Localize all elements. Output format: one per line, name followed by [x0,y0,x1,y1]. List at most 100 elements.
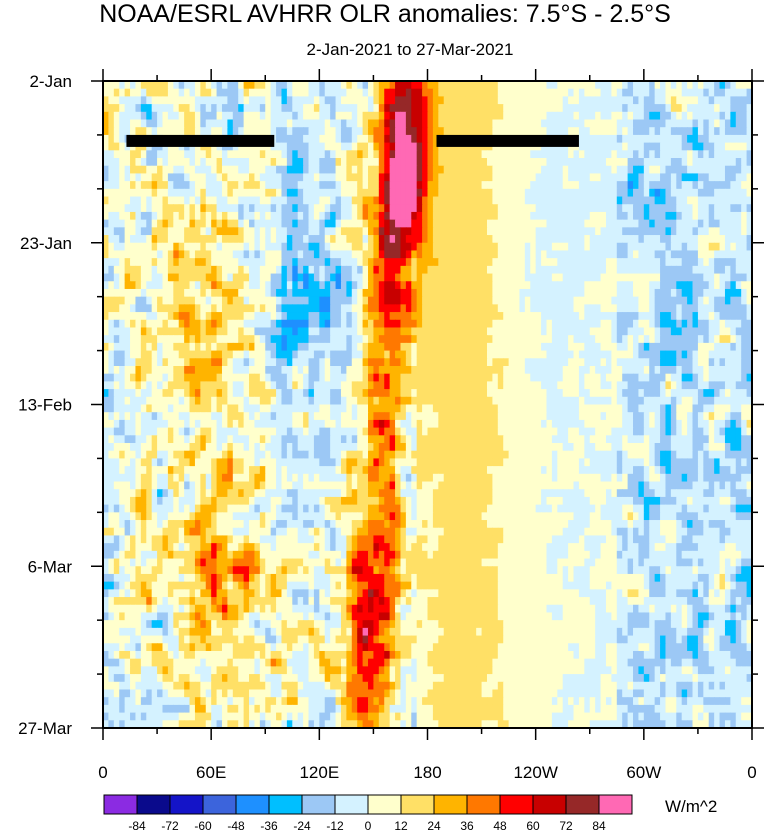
heatmap-cell [411,165,418,175]
heatmap-cell [551,204,558,213]
heatmap-cell [221,381,228,390]
heatmap-cell [427,96,434,105]
heatmap-cell [351,342,358,352]
heatmap-cell [357,304,364,313]
heatmap-cell [454,265,461,275]
heatmap-cell [384,188,391,198]
heatmap-cell [184,165,191,175]
heatmap-cell [481,288,488,298]
heatmap-cell [470,165,477,175]
heatmap-cell [184,111,191,121]
heatmap-cell [313,304,320,313]
heatmap-cell [670,304,677,313]
heatmap-cell [281,204,288,213]
heatmap-cell [286,127,293,136]
heatmap-cell [703,150,710,159]
heatmap-cell [459,119,466,128]
heatmap-cell [454,127,461,136]
heatmap-cell [503,188,510,198]
heatmap-cell [211,119,218,128]
heatmap-cell [216,281,223,290]
heatmap-cell [265,104,272,113]
heatmap-cell [103,104,110,113]
heatmap-cell [254,319,261,329]
heatmap-cell [714,312,721,321]
heatmap-cell [189,250,196,259]
heatmap-cell [259,365,266,375]
heatmap-cell [378,335,385,344]
heatmap-cell [422,211,429,221]
heatmap-cell [724,389,731,398]
heatmap-cell [130,219,137,228]
heatmap-cell [103,304,110,313]
heatmap-cell [157,173,164,182]
heatmap-cell [384,250,391,259]
heatmap-cell [724,196,731,205]
heatmap-cell [665,142,672,151]
heatmap-cell [454,204,461,213]
heatmap-cell [422,358,429,367]
heatmap-cell [449,265,456,275]
heatmap-cell [378,158,385,167]
heatmap-cell [232,304,239,313]
heatmap-cell [373,342,380,352]
heatmap-cell [481,389,488,398]
heatmap-cell [714,227,721,236]
heatmap-cell [340,281,347,290]
heatmap-cell [459,127,466,136]
heatmap-cell [232,373,239,382]
heatmap-cell [108,81,115,90]
heatmap-cell [627,104,634,113]
heatmap-cell [459,173,466,182]
heatmap-cell [438,111,445,121]
heatmap-cell [568,196,575,205]
heatmap-cell [546,389,553,398]
heatmap-cell [508,204,515,213]
heatmap-cell [486,119,493,128]
heatmap-cell [719,358,726,367]
heatmap-cell [660,111,667,121]
heatmap-cell [265,88,272,97]
heatmap-cell [654,281,661,290]
heatmap-cell [454,373,461,382]
heatmap-cell [514,127,521,136]
heatmap-cell [265,288,272,298]
heatmap-cell [108,181,115,190]
heatmap-cell [146,312,153,321]
heatmap-cell [595,258,602,267]
heatmap-cell [340,350,347,359]
heatmap-cell [124,358,131,367]
heatmap-cell [162,258,169,267]
heatmap-cell [162,281,169,290]
heatmap-cell [719,158,726,167]
heatmap-cell [589,142,596,151]
heatmap-cell [427,265,434,275]
heatmap-cell [189,365,196,375]
heatmap-cell [541,165,548,175]
heatmap-cell [200,319,207,329]
heatmap-cell [724,204,731,213]
heatmap-cell [335,296,342,305]
heatmap-cell [551,335,558,344]
heatmap-cell [200,242,207,252]
heatmap-cell [346,250,353,259]
heatmap-cell [514,119,521,128]
heatmap-cell [346,158,353,167]
heatmap-cell [373,142,380,151]
heatmap-cell [643,389,650,398]
heatmap-cell [633,96,640,105]
heatmap-cell [600,173,607,182]
heatmap-cell [108,389,115,398]
heatmap-cell [324,242,331,252]
heatmap-cell [503,365,510,375]
heatmap-cell [303,142,310,151]
heatmap-cell [368,288,375,298]
heatmap-cell [622,273,629,282]
heatmap-cell [660,150,667,159]
heatmap-cell [600,304,607,313]
heatmap-cell [432,389,439,398]
heatmap-cell [330,173,337,182]
heatmap-cell [221,242,228,252]
heatmap-cell [330,134,337,144]
heatmap-cell [303,211,310,221]
